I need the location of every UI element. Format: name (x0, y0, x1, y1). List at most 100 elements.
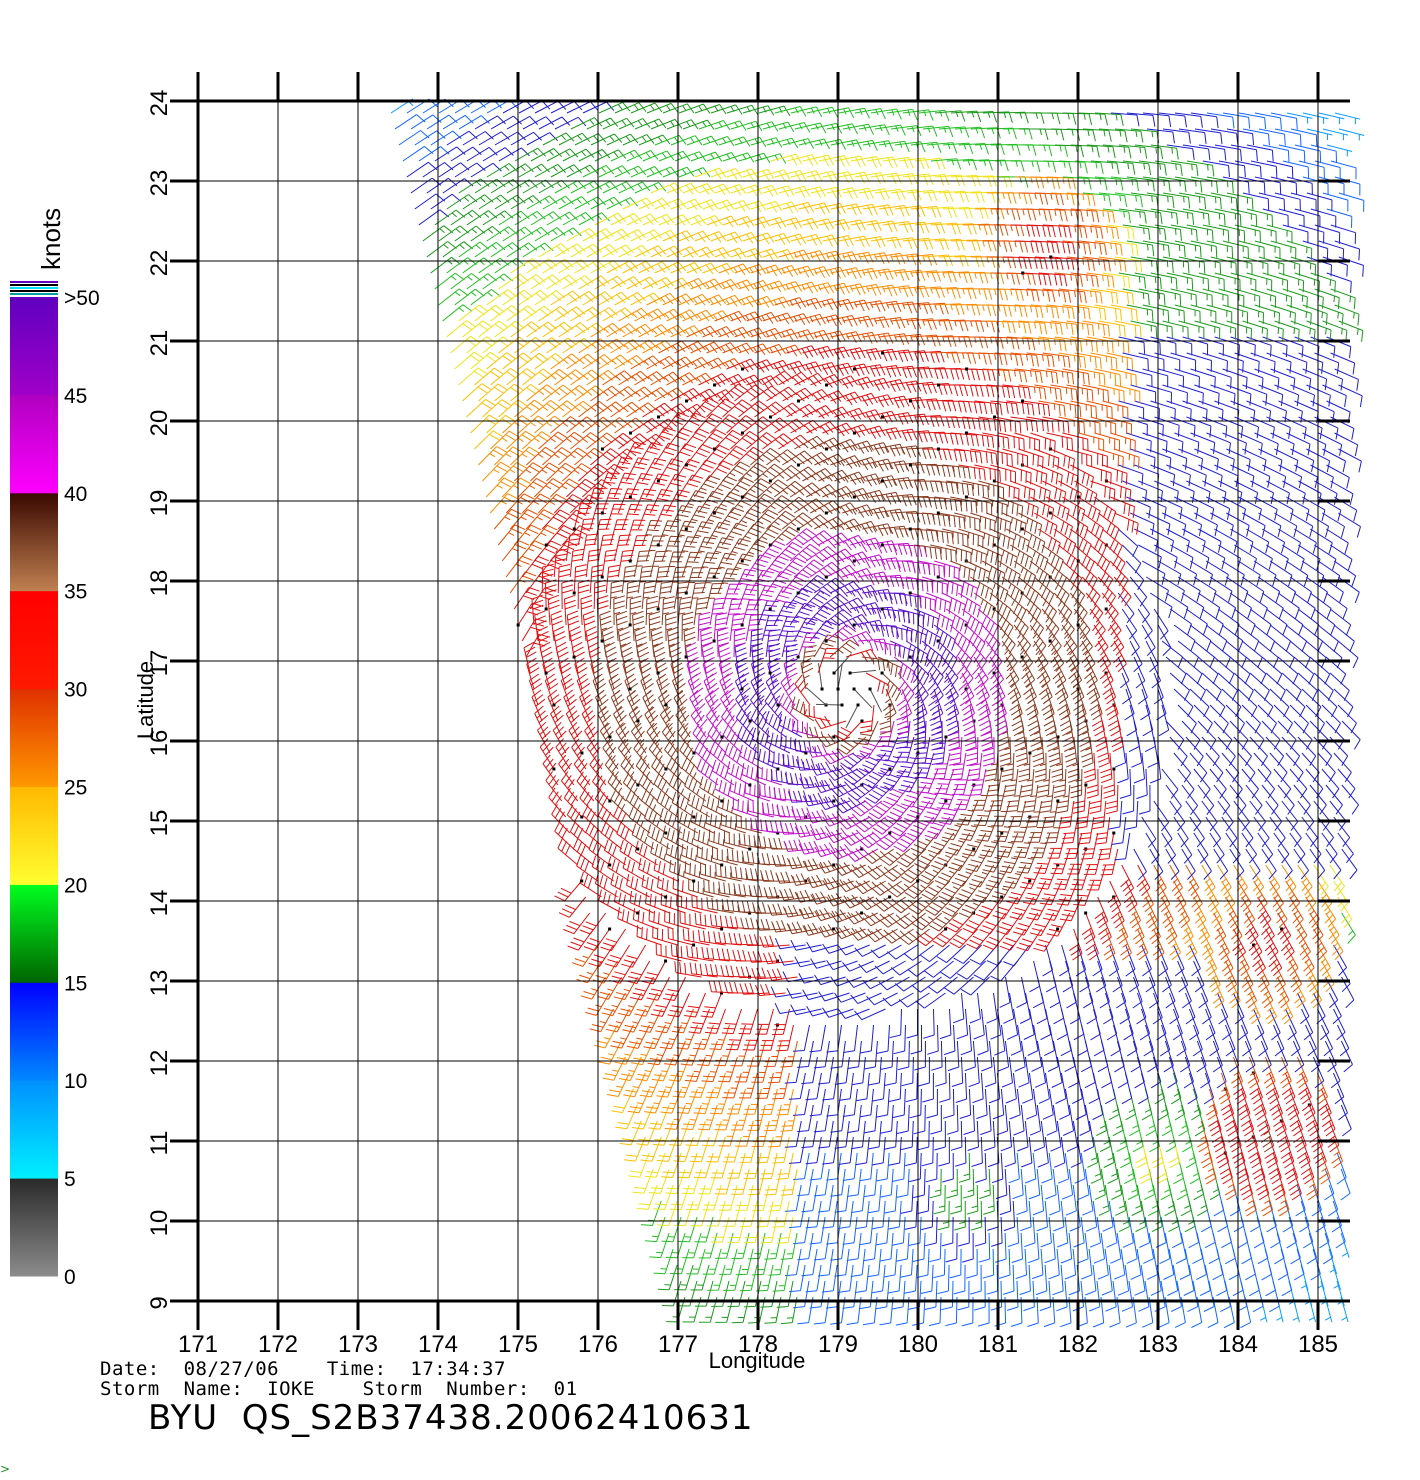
wind-barb (790, 297, 823, 310)
wind-barb (780, 674, 797, 706)
wind-barb (462, 194, 494, 210)
wind-barb (806, 421, 838, 435)
wind-barb (813, 577, 845, 595)
wind-barb (578, 401, 609, 418)
wind-barb (965, 560, 991, 584)
wind-barb (1069, 1200, 1081, 1232)
wind-barb (1313, 608, 1336, 636)
wind-barb (1062, 368, 1090, 385)
wind-barb (1120, 864, 1135, 897)
wind-barb (1298, 1072, 1312, 1105)
wind-barb (789, 543, 820, 562)
wind-barb (454, 162, 486, 178)
wind-barb (1213, 784, 1231, 815)
colorbar-band (10, 884, 58, 983)
wind-barb (1050, 256, 1080, 271)
wind-barb (918, 784, 943, 809)
wind-barb (1262, 464, 1287, 488)
wind-barb (883, 784, 911, 806)
wind-barb (610, 339, 642, 354)
wind-barb (502, 352, 533, 370)
wind-barb (1117, 656, 1130, 689)
wind-barb (1094, 816, 1111, 845)
wind-barb (1099, 1120, 1111, 1153)
wind-barb (530, 399, 561, 418)
wind-barb (922, 319, 953, 331)
wind-barb (945, 704, 960, 736)
wind-barb (798, 514, 829, 530)
wind-barb (651, 992, 674, 1017)
wind-barb (921, 640, 943, 668)
wind-barb (950, 1184, 962, 1215)
wind-barb (834, 992, 866, 1003)
wind-barb (896, 1232, 910, 1262)
y-tick-label: 15 (146, 810, 173, 837)
x-tick-label: 184 (1218, 1331, 1258, 1358)
wind-barb (1174, 496, 1199, 520)
wind-barb (782, 904, 814, 918)
wind-barb (991, 800, 1011, 827)
wind-barb (1093, 560, 1114, 590)
wind-barb (1041, 608, 1060, 639)
wind-barb (626, 276, 658, 290)
wind-barb (768, 1248, 786, 1276)
wind-barb (1073, 880, 1095, 906)
wind-barb (1114, 192, 1143, 208)
wind-barb (879, 1232, 894, 1262)
wind-barb (1006, 400, 1035, 416)
wind-barb (862, 204, 894, 217)
rain-flag-dot (908, 591, 912, 595)
wind-barb-field (390, 98, 1365, 1329)
wind-barb (689, 962, 718, 978)
wind-barb (553, 494, 583, 514)
wind-barb (709, 741, 731, 770)
wind-barb (809, 561, 841, 579)
wind-barb (1182, 400, 1208, 421)
wind-barb (1097, 1248, 1109, 1280)
wind-barb (582, 804, 603, 834)
wind-barb (1029, 560, 1052, 588)
wind-barb (1013, 624, 1032, 655)
wind-barb (602, 432, 633, 450)
wind-barb (594, 275, 626, 290)
wind-barb (1066, 448, 1093, 468)
wind-barb (1042, 160, 1072, 174)
wind-barb (894, 141, 926, 153)
wind-barb (862, 140, 894, 152)
wind-barb (446, 257, 477, 274)
wind-barb (797, 574, 828, 594)
wind-barb (797, 632, 819, 658)
wind-barb (1054, 144, 1084, 158)
wind-barb (879, 912, 910, 928)
wind-barb (578, 463, 608, 482)
wind-barb (579, 912, 607, 935)
wind-barb (563, 912, 591, 935)
wind-barb (1090, 416, 1117, 436)
wind-barb (1022, 1072, 1034, 1104)
rain-flag-dot (776, 767, 780, 771)
wind-barb (765, 571, 792, 594)
wind-barb (1330, 224, 1357, 245)
wind-barb (738, 833, 766, 850)
wind-barb (1105, 688, 1119, 721)
wind-barb (928, 912, 959, 932)
wind-barb (934, 368, 965, 380)
rain-flag-dot (656, 607, 660, 611)
wind-barb (1209, 896, 1223, 929)
wind-barb (870, 236, 902, 249)
wind-barb (1331, 1136, 1344, 1169)
wind-barb (1262, 336, 1288, 358)
wind-barb (617, 549, 635, 578)
wind-barb (931, 848, 959, 871)
wind-barb (410, 114, 442, 130)
wind-barb (802, 282, 834, 295)
wind-barb (1150, 1264, 1162, 1296)
wind-barb (1215, 1136, 1230, 1169)
wind-barb (1018, 320, 1048, 335)
wind-barb (1046, 368, 1075, 385)
wind-barb (1094, 496, 1117, 523)
wind-barb (1022, 144, 1053, 157)
wind-barb (1321, 640, 1343, 669)
wind-barb (1052, 656, 1067, 689)
wind-barb (958, 143, 989, 155)
